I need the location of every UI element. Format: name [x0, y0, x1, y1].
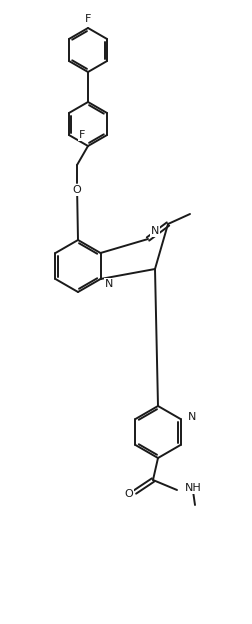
Text: N: N — [105, 279, 113, 289]
Text: N: N — [187, 412, 196, 422]
Text: NH: NH — [185, 483, 202, 493]
Text: N: N — [151, 226, 159, 236]
Text: O: O — [125, 489, 133, 499]
Text: O: O — [73, 185, 81, 195]
Text: F: F — [79, 130, 85, 140]
Text: F: F — [85, 14, 91, 24]
